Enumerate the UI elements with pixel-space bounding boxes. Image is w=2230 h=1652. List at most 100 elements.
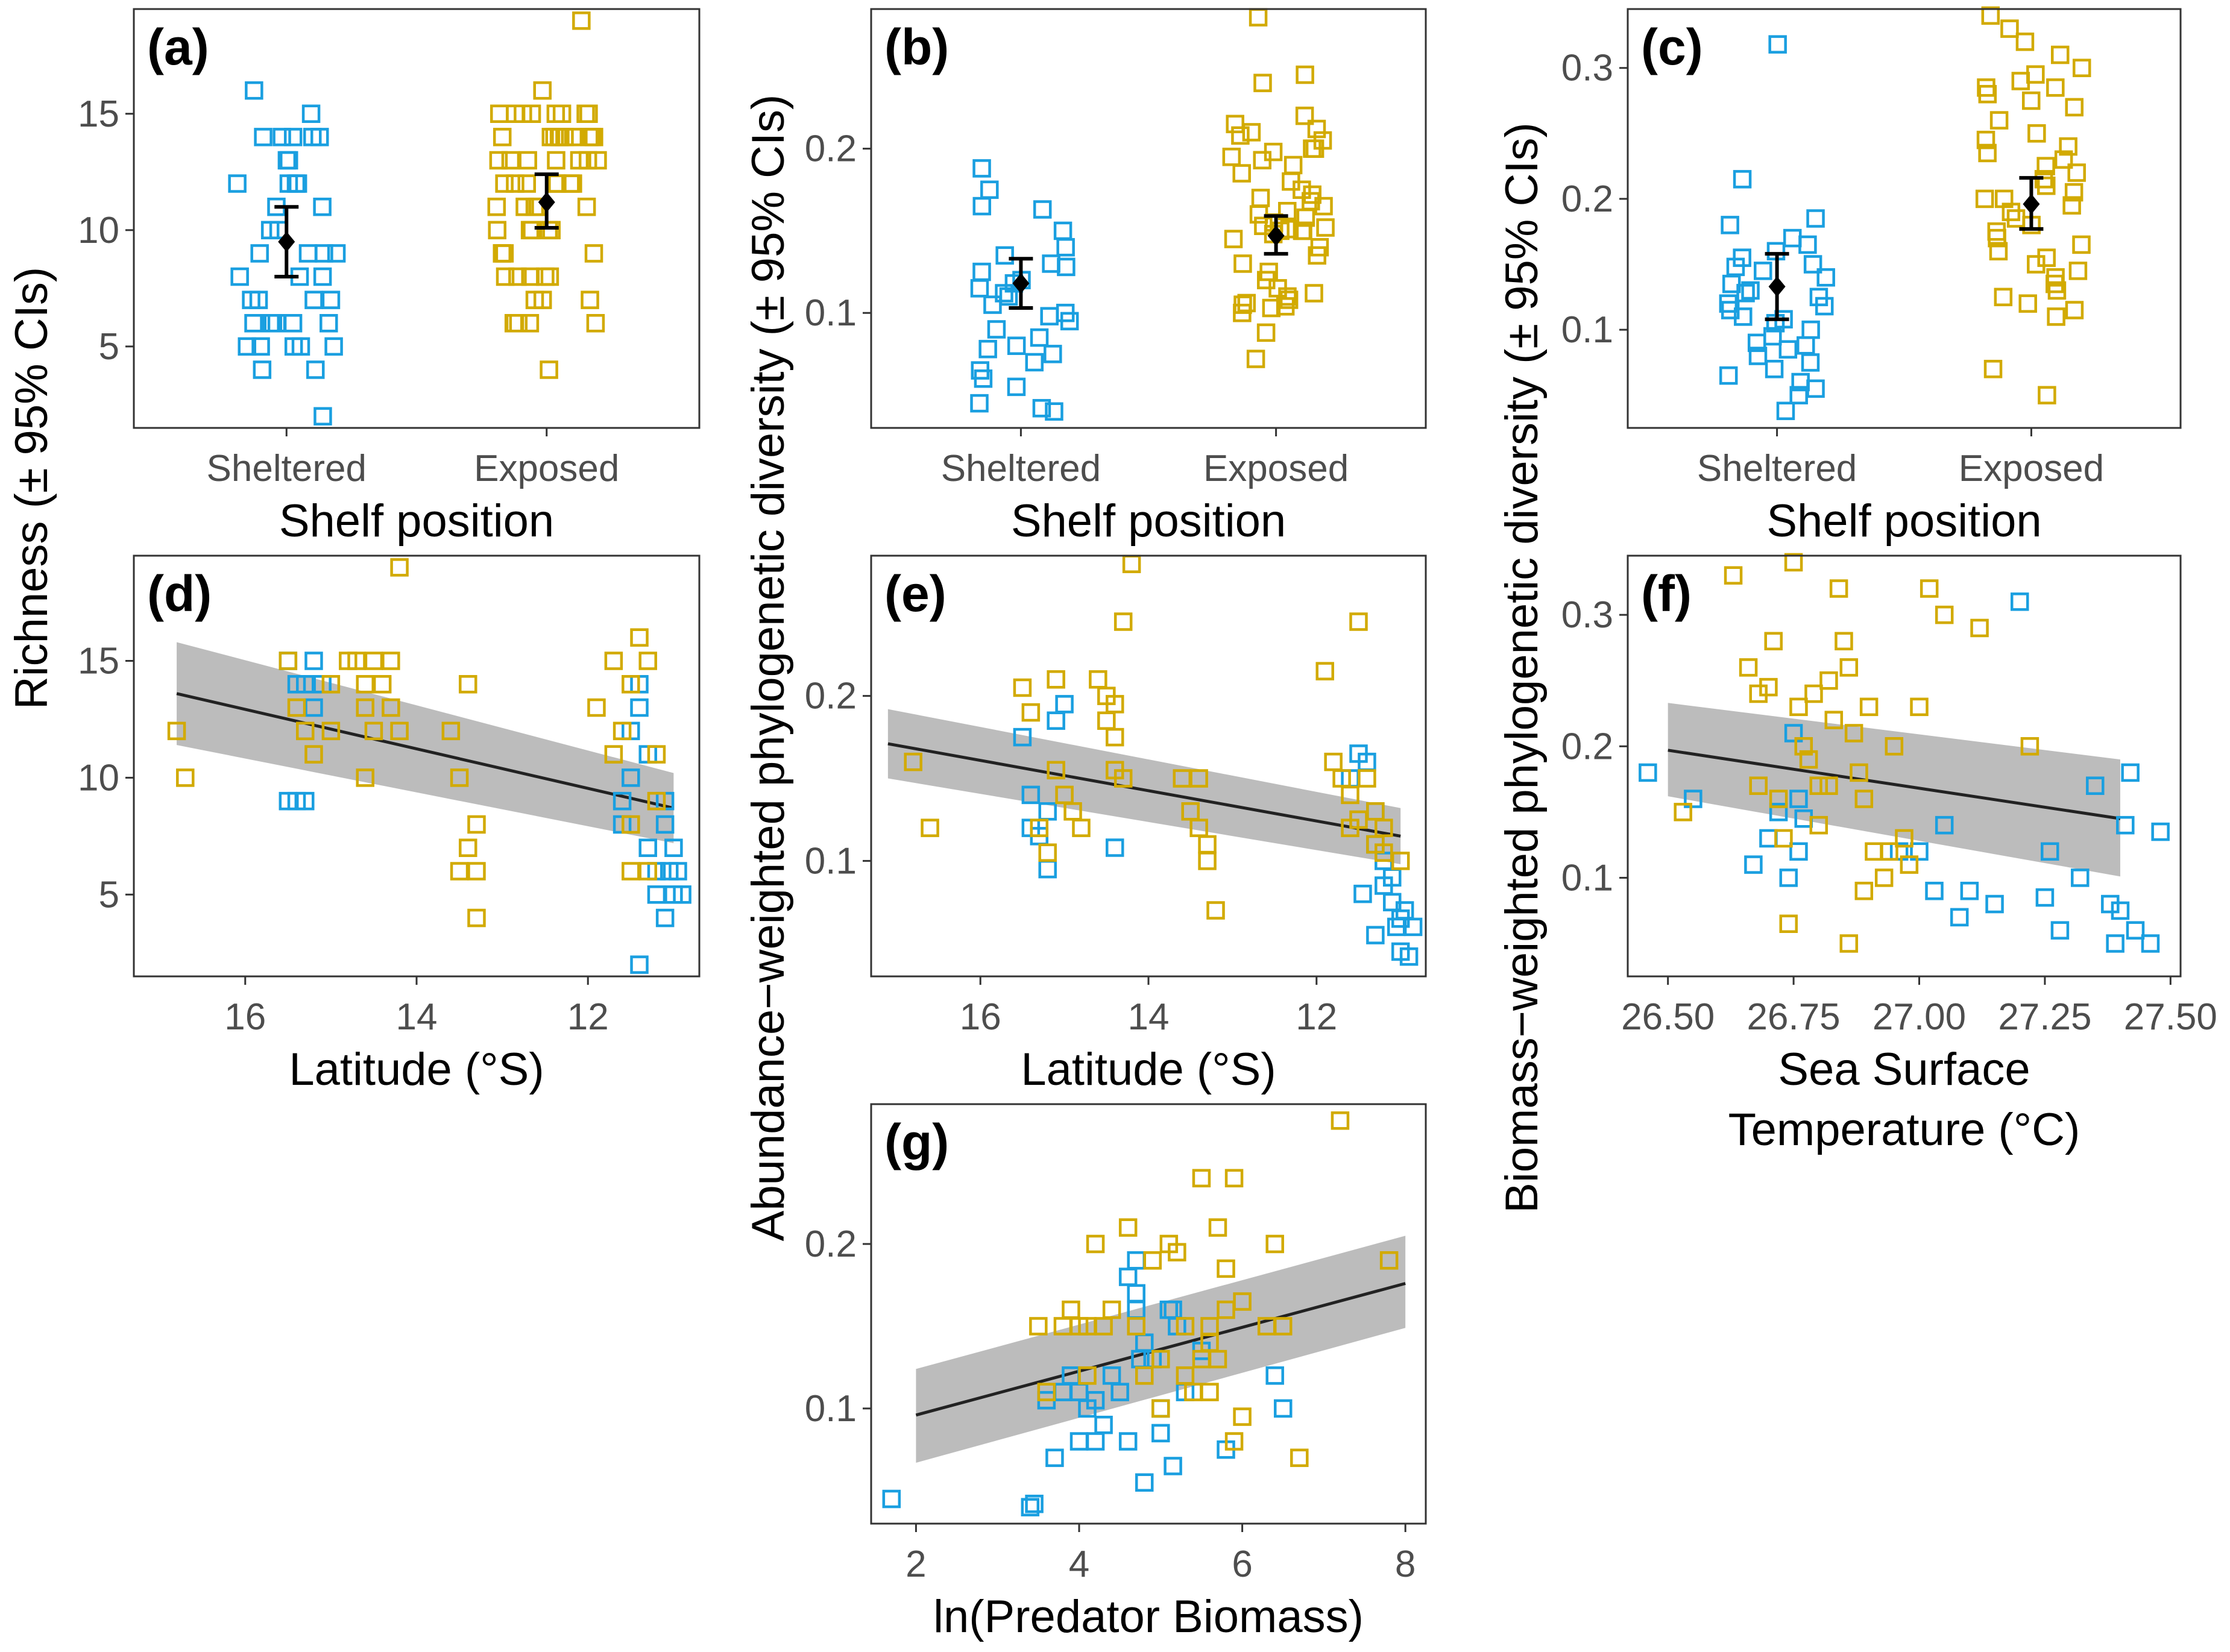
point-sheltered — [970, 279, 989, 298]
point-exposed — [622, 862, 640, 881]
point-exposed — [587, 698, 606, 717]
point-sheltered — [1055, 695, 1074, 714]
point-exposed — [1265, 1234, 1284, 1254]
point-sheltered — [1060, 312, 1079, 331]
point-sheltered — [291, 337, 310, 356]
y-tick-label: 10 — [78, 210, 119, 251]
x-axis-title-line2: Temperature (°C) — [1728, 1104, 2080, 1155]
point-exposed — [1233, 1292, 1252, 1311]
fit-line — [1668, 749, 2121, 820]
point-sheltered — [1733, 170, 1752, 189]
point-exposed — [1769, 790, 1788, 808]
point-sheltered — [1135, 1473, 1154, 1492]
point-sheltered — [1045, 402, 1063, 421]
panel-tag: (c) — [1641, 19, 1703, 75]
point-exposed — [533, 81, 552, 100]
point-sheltered — [630, 698, 649, 717]
point-exposed — [364, 721, 383, 741]
point-exposed — [1819, 776, 1838, 795]
point-exposed — [450, 768, 469, 787]
x-tick-label: 6 — [1232, 1544, 1252, 1585]
point-exposed — [533, 291, 552, 309]
point-exposed — [489, 151, 508, 170]
point-sheltered — [1056, 237, 1075, 257]
point-exposed — [1102, 1300, 1121, 1319]
point-sheltered — [995, 284, 1013, 303]
y-tick-label: 15 — [78, 93, 119, 135]
point-sheltered — [974, 369, 993, 388]
point-sheltered — [1721, 216, 1739, 234]
point-sheltered — [1748, 347, 1768, 365]
point-exposed — [1314, 196, 1333, 216]
point-exposed — [1253, 74, 1272, 92]
point-exposed — [2065, 98, 2084, 117]
point-exposed — [579, 128, 599, 146]
point-exposed — [356, 768, 374, 787]
point-exposed — [1047, 670, 1065, 689]
mean-marker — [2023, 193, 2040, 215]
point-sheltered — [655, 815, 675, 834]
point-exposed — [1296, 65, 1314, 84]
y-tick-label: 0.2 — [805, 676, 857, 717]
point-exposed — [295, 721, 315, 741]
point-sheltered — [1086, 1432, 1105, 1451]
x-tick-label: 16 — [224, 996, 266, 1038]
point-exposed — [1233, 303, 1252, 322]
mean-marker — [1768, 276, 1786, 297]
point-sheltered — [2116, 815, 2135, 835]
ylabel-biomass-pd: Biomass−weighted phylogenetic diversity … — [1496, 122, 1548, 1213]
point-exposed — [356, 698, 374, 717]
point-exposed — [1759, 677, 1778, 697]
point-exposed — [1189, 769, 1208, 788]
point-sheltered — [238, 337, 256, 356]
x-axis-title: Latitude (°S) — [1021, 1044, 1276, 1095]
point-sheltered — [1719, 366, 1738, 385]
y-tick-label: 0.3 — [1561, 594, 1613, 636]
point-exposed — [1379, 1251, 1399, 1270]
point-sheltered — [250, 244, 269, 263]
point-sheltered — [315, 244, 333, 263]
panel-tag: (a) — [147, 19, 209, 75]
ci-band — [177, 642, 674, 843]
point-exposed — [2047, 307, 2065, 326]
point-exposed — [1078, 1366, 1097, 1385]
point-exposed — [496, 267, 515, 286]
point-exposed — [2046, 78, 2065, 97]
mean-marker — [278, 231, 295, 253]
panel-tag: (e) — [884, 565, 946, 622]
y-tick-label: 0.3 — [1561, 48, 1613, 89]
point-exposed — [467, 815, 486, 834]
point-exposed — [1118, 1218, 1138, 1237]
point-exposed — [1200, 1383, 1219, 1401]
point-exposed — [1920, 579, 1939, 598]
panel-tag: (f) — [1641, 565, 1692, 622]
point-sheltered — [1025, 1494, 1044, 1513]
point-exposed — [1072, 818, 1091, 837]
point-exposed — [549, 128, 569, 146]
point-exposed — [2027, 124, 2046, 143]
point-exposed — [1674, 803, 1692, 821]
point-exposed — [1829, 579, 1848, 598]
point-exposed — [1237, 294, 1256, 313]
x-tick-label: 26.50 — [1621, 996, 1715, 1038]
point-exposed — [1895, 829, 1913, 848]
point-exposed — [1794, 737, 1813, 756]
x-tick-label: 4 — [1069, 1544, 1089, 1585]
point-exposed — [506, 174, 524, 193]
point-exposed — [1375, 818, 1393, 837]
point-exposed — [1192, 1169, 1211, 1188]
point-sheltered — [2151, 822, 2170, 841]
point-sheltered — [630, 955, 649, 974]
point-exposed — [1854, 881, 1874, 900]
point-exposed — [2036, 157, 2055, 175]
point-sheltered — [2141, 934, 2160, 953]
point-exposed — [520, 314, 540, 333]
point-exposed — [1839, 658, 1859, 677]
ylabel-abundance-pd: Abundance−weighted phylogenetic diversit… — [743, 95, 794, 1242]
point-exposed — [546, 104, 565, 123]
point-sheltered — [327, 244, 346, 263]
point-exposed — [1989, 242, 2008, 261]
point-exposed — [1391, 852, 1410, 870]
point-sheltered — [1127, 1251, 1145, 1270]
point-sheltered — [1038, 859, 1057, 879]
